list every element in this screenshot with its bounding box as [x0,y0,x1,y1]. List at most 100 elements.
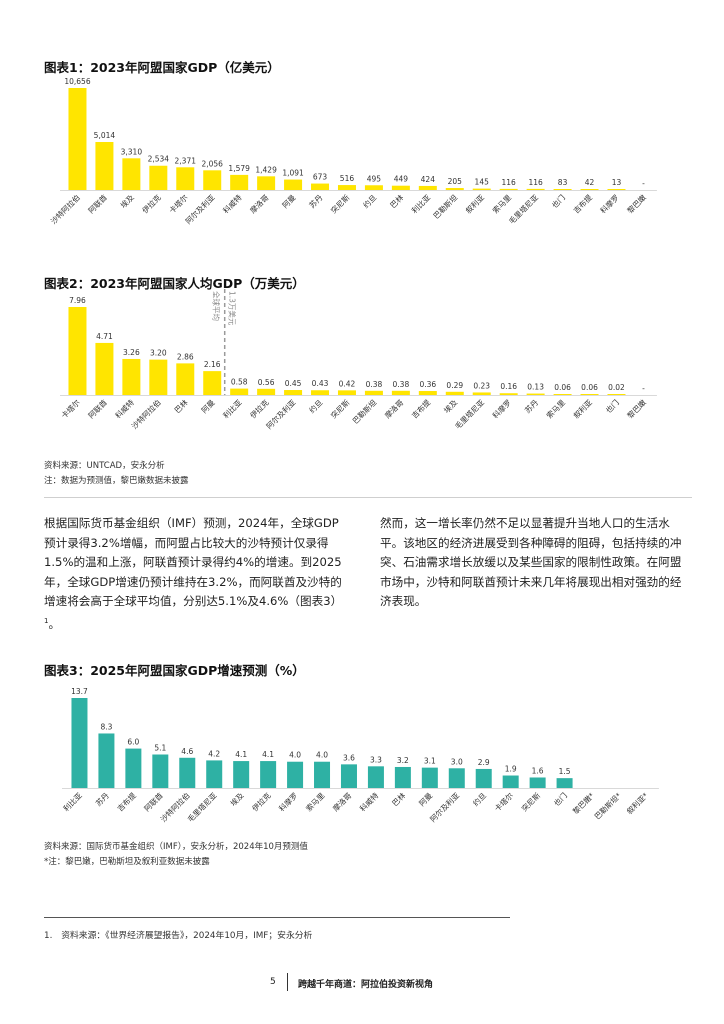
chart3-category-label: 科摩罗 [277,790,300,813]
chart1-bar [311,183,330,190]
chart1-bar [122,158,141,190]
chart3-bar [314,761,331,788]
chart3-source: 资料来源：国际货币基金组织（IMF），安永分析，2024年10月预测值 [44,842,308,852]
chart1-value-label: 10,656 [64,77,90,86]
chart3-bar [448,768,465,788]
chart3-category-label: 阿尔及利亚 [428,790,462,824]
chart2-value-label: 0.13 [527,383,544,392]
chart1-value-label: 495 [367,174,382,183]
chart1-category-label: 沙特阿拉伯 [48,192,82,226]
chart2-category-label: 科摩罗 [490,397,513,420]
chart2-value-label: 0.23 [473,381,490,390]
chart1-bar [149,165,168,190]
chart1-category-label: 埃及 [118,192,136,210]
divider-1 [44,497,692,498]
chart2-category-label: 埃及 [442,397,460,415]
chart2-value-label: 0.58 [231,378,248,387]
chart2-value-label: 2.16 [204,360,221,369]
chart1-value-label: 2,534 [148,155,170,164]
chart1-category-label: 索马里 [490,192,513,215]
chart2-value-label: 0.56 [258,378,275,387]
chart3-category-label: 利比亚 [61,790,84,813]
chart1-value-label: 1,091 [282,169,304,178]
chart2-category-label: 卡塔尔 [59,397,82,420]
chart1-category-label: 苏丹 [307,192,325,210]
chart3-bar [475,768,492,788]
chart1-category-label: 阿联酋 [86,192,109,215]
chart1-category-label: 叙利亚 [463,192,486,215]
chart3-value-label: 3.1 [424,757,436,766]
chart1-bar [95,142,114,190]
chart1-bar [580,189,599,190]
chart2-bar [418,391,437,395]
chart1-category-label: 突尼斯 [328,192,351,215]
chart3-category-label: 也门 [551,790,569,808]
chart1-value-label: 449 [394,175,409,184]
chart3-category-label: 阿曼 [417,791,434,808]
chart3-bar [394,766,411,788]
chart2-category-label: 黎巴嫩 [625,397,648,420]
chart2-category-label: 苏丹 [522,397,540,415]
chart3-value-label: 1.6 [532,766,544,775]
chart1-bar [68,88,87,190]
chart2-reference-value: 1.3万美元 [228,291,238,326]
chart1-value-label: 516 [340,174,355,183]
chart3-value-label: 3.2 [397,756,409,765]
chart2-category-label: 利比亚 [221,397,244,420]
chart3-note: *注：黎巴嫩，巴勒斯坦及叙利亚数据未披露 [44,857,210,867]
chart1-bar [607,189,626,190]
chart2-category-label: 巴勒斯坦 [350,397,379,426]
chart1-value-label: 13 [612,178,622,187]
chart1-category-label: 科摩罗 [598,192,621,215]
chart3-value-label: 3.6 [343,753,355,762]
chart2-bar [122,358,141,395]
chart3-value-label: 6.0 [127,738,139,747]
chart3-category-label: 吉布提 [115,790,138,813]
chart1-category-label: 约旦 [361,192,379,210]
chart2-bar [391,390,410,395]
chart2-bar [526,393,545,395]
chart3-bar [287,761,304,788]
chart2-bar [607,394,626,395]
chart3-value-label: 4.1 [235,750,247,759]
chart2-bar [472,392,491,395]
chart2-value-label: 7.96 [69,296,86,305]
chart2-value-label: 0.29 [446,381,463,390]
chart3-category-label: 巴勒斯坦* [592,790,623,821]
chart3-category-label: 黎巴嫩* [570,790,596,816]
chart2-category-label: 科威特 [113,397,136,420]
chart1-category-label: 毛里塔尼亚 [506,192,540,226]
chart1-bar [176,167,195,190]
chart2-value-label: 0.06 [581,383,598,392]
chart1-value-label: 83 [558,178,568,187]
chart2-value-label: 3.20 [150,349,167,358]
chart2-category-label: 阿尔及利亚 [264,397,298,431]
divider-2 [44,917,510,918]
chart1-title: 图表1：2023年阿盟国家GDP（亿美元） [44,60,280,75]
chart2-category-label: 也门 [603,397,621,415]
chart2-category-label: 摩洛哥 [382,397,405,420]
chart3-bar [421,767,438,788]
chart3-bar [125,748,142,788]
chart2-value-label: - [642,384,645,393]
chart2-bar [203,371,222,395]
chart1-category-label: 利比亚 [409,192,432,215]
chart2-value-label: 0.36 [419,380,436,389]
chart1-value-label: 424 [421,175,436,184]
chart3-category-label: 埃及 [228,790,246,808]
chart1-category-label: 巴林 [388,192,406,210]
chart2-value-label: 3.26 [123,348,140,357]
chart2-category-label: 巴林 [172,397,190,415]
chart2-title: 图表2：2023年阿盟国家人均GDP（万美元） [44,276,305,291]
chart2-bar [230,388,249,395]
chart1-bar [526,188,545,190]
chart1-category-label: 阿尔及利亚 [183,192,217,226]
chart2-category-label: 吉布提 [409,397,432,420]
chart2-value-label: 0.38 [393,380,410,389]
chart1-category-label: 也门 [549,192,567,210]
chart2-category-label: 约旦 [307,397,325,415]
chart3-category-label: 毛里塔尼亚 [185,790,219,824]
chart2-category-label: 叙利亚 [571,397,594,420]
chart3-bar [179,757,196,788]
chart1-bar [418,185,437,190]
